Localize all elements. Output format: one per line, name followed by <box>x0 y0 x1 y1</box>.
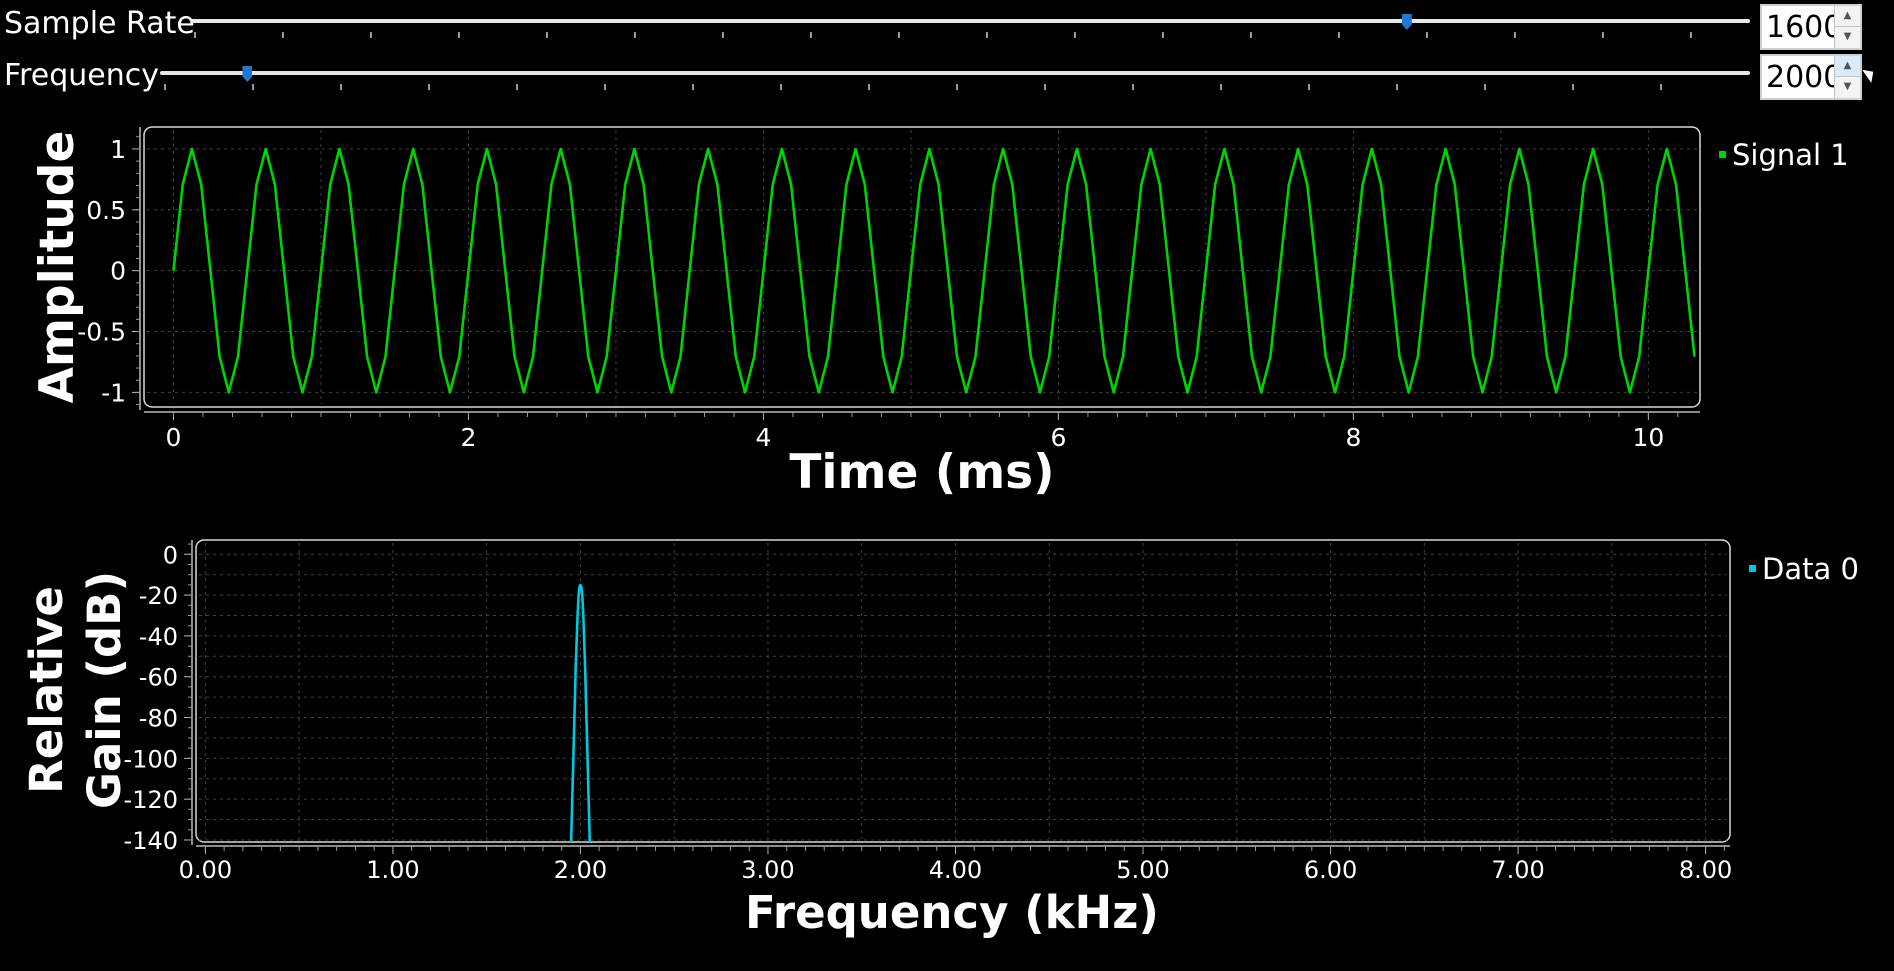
time-x-tick-label: 4 <box>755 423 771 452</box>
spectrum-grid <box>199 543 1727 841</box>
frequency-increment-button[interactable]: ▲ <box>1835 56 1860 77</box>
signal-1-legend-swatch <box>1719 151 1726 158</box>
sample-rate-label: Sample Rate <box>4 6 195 41</box>
spectrum-y-tick-label: -140 <box>124 827 178 855</box>
spectrum-y-tick-label: -20 <box>139 582 178 610</box>
sample-rate-slider[interactable] <box>190 10 1750 44</box>
sample-rate-slider-thumb[interactable] <box>1401 14 1412 30</box>
time-x-axis-title: Time (ms) <box>789 445 1054 500</box>
time-y-tick-label: -1 <box>101 378 126 407</box>
frequency-slider-thumb[interactable] <box>242 66 253 82</box>
spectrum-x-tick-label: 8.00 <box>1679 856 1732 884</box>
time-y-tick-label: -0.5 <box>77 318 126 347</box>
frequency-slider-ticks <box>164 84 1746 90</box>
spectrum-series-layer <box>569 583 592 843</box>
frequency-spinbox[interactable]: 2000 ▲ ▼ <box>1760 54 1862 100</box>
time-y-tick-label: 0 <box>110 257 126 286</box>
time-x-tick-label: 0 <box>166 423 182 452</box>
spectrum-y-axis-title-line-2: Gain (dB) <box>78 571 131 809</box>
time-y-axis-title: Amplitude <box>30 131 85 404</box>
spectrum-x-tick-label: 7.00 <box>1491 856 1544 884</box>
time-y-tick-label: 1 <box>110 135 126 164</box>
time-plot-frame <box>143 126 1701 408</box>
spectrum-x-tick-label: 2.00 <box>554 856 607 884</box>
spectrum-x-axis-title: Frequency (kHz) <box>745 886 1159 939</box>
spectrum-x-tick-label: 3.00 <box>741 856 794 884</box>
mouse-cursor-icon <box>1862 65 1878 83</box>
spectrum-y-axis-title-line-1: Relative <box>20 586 73 794</box>
sample-rate-spinbox[interactable]: 16000 ▲ ▼ <box>1760 4 1862 50</box>
spectrum-x-tick-label: 0.00 <box>179 856 232 884</box>
spectrum-y-tick-label: -120 <box>124 786 178 814</box>
time-axes: 1 0.5 0 -0.5 -1 0 2 4 6 8 10 <box>77 127 1700 452</box>
signal-1-legend-label: Signal 1 <box>1732 138 1849 172</box>
time-series-layer <box>172 147 1696 394</box>
spectrum-y-tick-label: -40 <box>139 623 178 651</box>
data-0-legend-swatch <box>1749 565 1756 572</box>
signal-1-line <box>172 147 1696 394</box>
frequency-label: Frequency <box>4 58 159 93</box>
sample-rate-slider-ticks <box>194 32 1746 38</box>
frequency-value[interactable]: 2000 <box>1766 60 1843 95</box>
time-x-tick-label: 6 <box>1050 423 1066 452</box>
frequency-spin-buttons: ▲ ▼ <box>1834 56 1860 98</box>
frequency-slider[interactable] <box>160 62 1750 96</box>
spectrum-y-tick-label: -100 <box>124 745 178 773</box>
sample-rate-slider-track <box>190 19 1750 23</box>
time-y-tick-label: 0.5 <box>86 196 126 225</box>
spectrum-x-tick-label: 5.00 <box>1116 856 1169 884</box>
time-domain-chart: 1 0.5 0 -0.5 -1 0 2 4 6 8 10 Time (ms) Amplitude S… <box>30 126 1849 500</box>
spectrum-x-tick-label: 6.00 <box>1304 856 1357 884</box>
spectrum-y-tick-label: -80 <box>139 705 178 733</box>
spectrum-x-tick-label: 1.00 <box>366 856 419 884</box>
spectrum-plot-frame <box>195 539 1731 843</box>
time-x-tick-label: 8 <box>1345 423 1361 452</box>
data-0-line <box>569 583 592 843</box>
sample-rate-increment-button[interactable]: ▲ <box>1835 6 1860 27</box>
frequency-decrement-button[interactable]: ▼ <box>1843 81 1852 92</box>
time-x-tick-label: 2 <box>461 423 477 452</box>
spectrum-y-tick-label: 0 <box>163 541 178 569</box>
sample-rate-spin-buttons: ▲ ▼ <box>1834 6 1860 48</box>
data-0-legend-label: Data 0 <box>1762 552 1859 586</box>
frequency-slider-track <box>160 71 1750 75</box>
time-x-tick-label: 10 <box>1632 423 1664 452</box>
spectrum-y-tick-label: -60 <box>139 664 178 692</box>
sample-rate-decrement-button[interactable]: ▼ <box>1843 31 1852 42</box>
spectrum-x-tick-label: 4.00 <box>929 856 982 884</box>
